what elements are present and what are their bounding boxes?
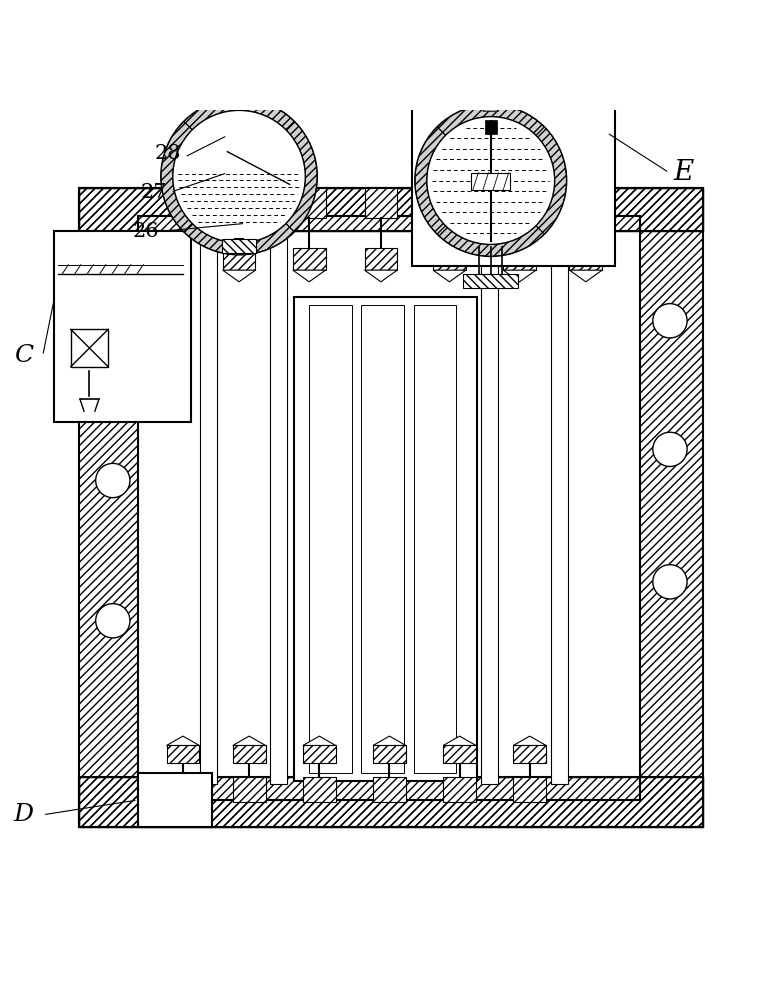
- Circle shape: [95, 604, 130, 638]
- Bar: [222, 239, 256, 253]
- Bar: [481, 231, 498, 784]
- Polygon shape: [167, 736, 199, 745]
- Polygon shape: [161, 122, 192, 232]
- Text: 28: 28: [154, 144, 181, 163]
- Circle shape: [415, 105, 566, 256]
- Text: D: D: [13, 803, 33, 826]
- Bar: [414, 305, 457, 773]
- Bar: [464, 274, 518, 288]
- Bar: [292, 248, 325, 270]
- Bar: [433, 188, 466, 218]
- Polygon shape: [373, 736, 406, 745]
- Bar: [70, 329, 108, 367]
- Circle shape: [161, 99, 317, 255]
- Polygon shape: [536, 127, 566, 234]
- Polygon shape: [233, 736, 266, 745]
- Bar: [503, 248, 536, 270]
- Bar: [79, 188, 703, 231]
- Bar: [79, 777, 703, 827]
- Circle shape: [427, 117, 554, 244]
- Bar: [79, 188, 703, 231]
- Bar: [303, 777, 335, 802]
- Circle shape: [95, 331, 130, 365]
- Bar: [433, 248, 466, 270]
- Bar: [223, 188, 256, 218]
- Bar: [443, 745, 476, 763]
- Bar: [223, 248, 256, 270]
- Bar: [503, 188, 536, 218]
- Polygon shape: [364, 270, 397, 282]
- Polygon shape: [483, 101, 499, 111]
- Bar: [412, 75, 615, 266]
- Bar: [79, 188, 703, 827]
- Polygon shape: [433, 270, 466, 282]
- Bar: [271, 231, 287, 784]
- Polygon shape: [223, 270, 256, 282]
- Bar: [55, 231, 191, 422]
- Bar: [233, 777, 266, 802]
- Bar: [443, 777, 476, 802]
- Polygon shape: [286, 122, 317, 232]
- Bar: [138, 773, 212, 827]
- Polygon shape: [437, 105, 544, 135]
- Circle shape: [653, 304, 687, 338]
- Polygon shape: [184, 223, 294, 255]
- Bar: [138, 216, 640, 800]
- Bar: [513, 745, 546, 763]
- Bar: [167, 777, 199, 802]
- Bar: [569, 248, 602, 270]
- Polygon shape: [292, 270, 325, 282]
- Bar: [364, 248, 397, 270]
- Polygon shape: [415, 127, 446, 234]
- Bar: [472, 173, 510, 190]
- Polygon shape: [513, 736, 546, 745]
- Polygon shape: [231, 95, 247, 105]
- Circle shape: [173, 110, 305, 243]
- Bar: [200, 231, 217, 784]
- Circle shape: [653, 565, 687, 599]
- Bar: [233, 745, 266, 763]
- Text: E: E: [673, 159, 694, 186]
- Bar: [513, 777, 546, 802]
- Bar: [292, 188, 325, 218]
- Bar: [551, 231, 568, 784]
- Bar: [293, 297, 477, 781]
- Polygon shape: [184, 99, 294, 130]
- Bar: [303, 745, 335, 763]
- Bar: [79, 777, 703, 827]
- Bar: [569, 188, 602, 218]
- Bar: [167, 745, 199, 763]
- Bar: [373, 777, 406, 802]
- Bar: [485, 120, 497, 134]
- Text: C: C: [13, 344, 33, 367]
- Bar: [364, 188, 397, 218]
- Polygon shape: [443, 736, 476, 745]
- Text: 26: 26: [132, 222, 159, 241]
- Bar: [361, 305, 404, 773]
- Bar: [373, 745, 406, 763]
- Polygon shape: [503, 270, 536, 282]
- Polygon shape: [569, 270, 602, 282]
- Circle shape: [653, 432, 687, 466]
- Polygon shape: [303, 736, 335, 745]
- Polygon shape: [437, 226, 544, 256]
- Text: 27: 27: [140, 183, 167, 202]
- Circle shape: [95, 463, 130, 498]
- Bar: [309, 305, 352, 773]
